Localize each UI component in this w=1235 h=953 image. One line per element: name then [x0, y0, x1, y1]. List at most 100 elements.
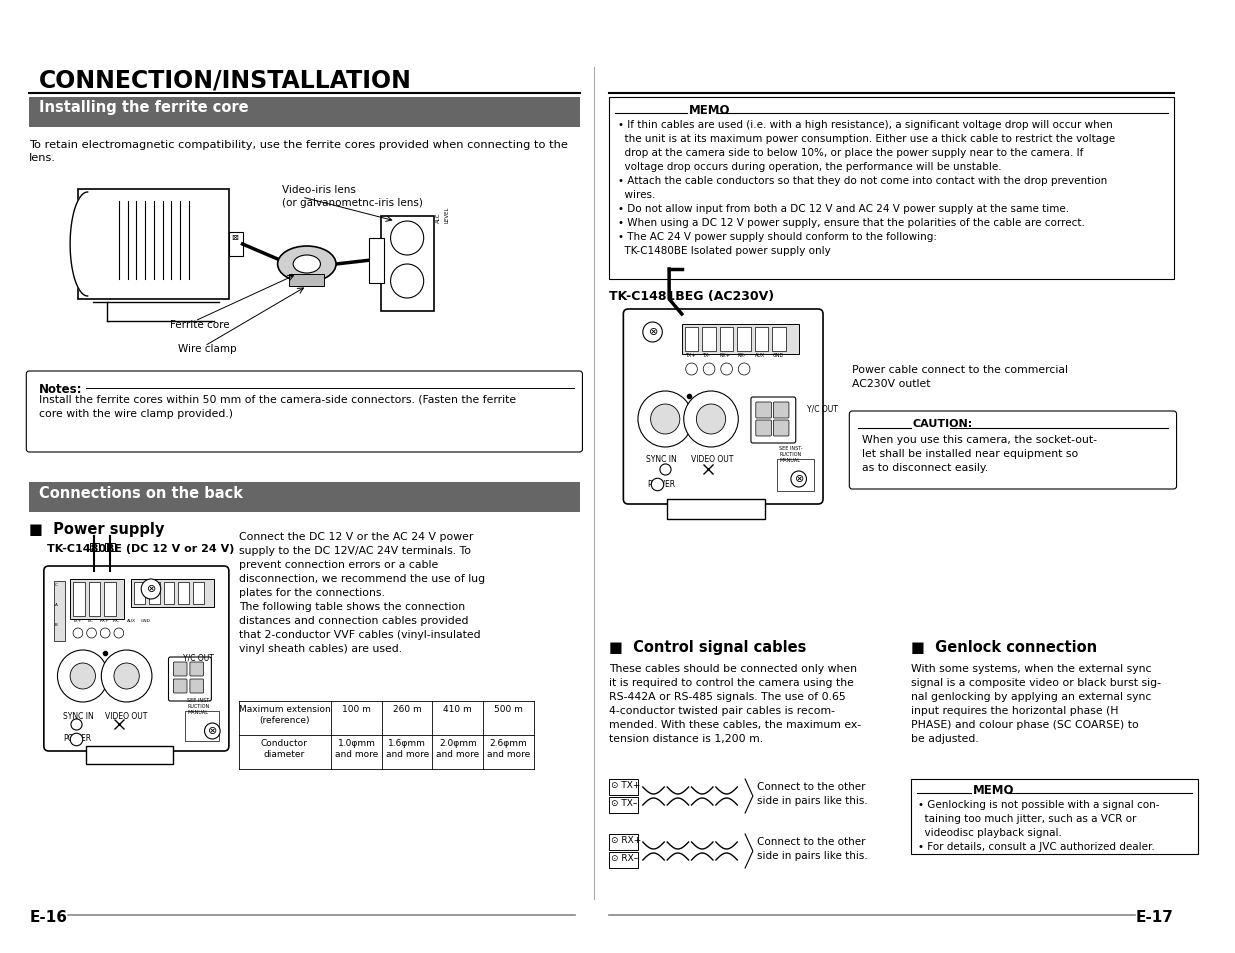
FancyBboxPatch shape [173, 679, 186, 693]
Circle shape [390, 265, 424, 298]
Text: ⊗: ⊗ [147, 583, 157, 594]
Text: Video-iris lens: Video-iris lens [283, 185, 357, 194]
Text: ■  Genlock connection: ■ Genlock connection [910, 639, 1097, 655]
Text: 2.0φmm
and more: 2.0φmm and more [436, 739, 479, 759]
FancyBboxPatch shape [53, 581, 65, 641]
Text: E-17: E-17 [1136, 909, 1173, 924]
Text: TK-C1481BEG (AC230V): TK-C1481BEG (AC230V) [609, 290, 774, 303]
Circle shape [651, 405, 679, 435]
Text: ⊗: ⊗ [795, 474, 804, 483]
Polygon shape [70, 193, 88, 296]
Text: 1.6φmm
and more: 1.6φmm and more [385, 739, 429, 759]
Circle shape [101, 650, 152, 702]
Circle shape [70, 663, 95, 689]
Circle shape [684, 392, 739, 448]
FancyBboxPatch shape [185, 711, 219, 741]
Circle shape [58, 650, 109, 702]
Text: ■  Control signal cables: ■ Control signal cables [609, 639, 806, 655]
Text: Maximum extension
(reference): Maximum extension (reference) [238, 704, 330, 724]
FancyBboxPatch shape [78, 190, 228, 299]
Text: Installing the ferrite core: Installing the ferrite core [40, 100, 248, 115]
Ellipse shape [293, 255, 320, 274]
FancyBboxPatch shape [609, 797, 638, 813]
Text: POWER: POWER [647, 479, 676, 489]
FancyBboxPatch shape [751, 397, 795, 443]
Text: TX-: TX- [703, 353, 710, 357]
Circle shape [100, 628, 110, 639]
FancyBboxPatch shape [178, 582, 189, 604]
Text: C: C [54, 582, 57, 586]
Circle shape [721, 364, 732, 375]
Text: SEE INST-
RUCTION
MANUAL: SEE INST- RUCTION MANUAL [186, 697, 210, 714]
FancyBboxPatch shape [104, 582, 116, 617]
Text: B: B [54, 622, 57, 626]
Text: RX+: RX+ [99, 618, 109, 622]
Circle shape [703, 364, 715, 375]
Text: GND: GND [772, 353, 784, 357]
FancyBboxPatch shape [380, 216, 435, 312]
Circle shape [643, 323, 662, 343]
Circle shape [73, 628, 83, 639]
Text: Connect the DC 12 V or the AC 24 V power
supply to the DC 12V/AC 24V terminals. : Connect the DC 12 V or the AC 24 V power… [238, 532, 485, 654]
Circle shape [790, 472, 806, 488]
FancyBboxPatch shape [190, 679, 204, 693]
Text: RX-: RX- [737, 353, 746, 357]
Text: MEMO: MEMO [973, 783, 1014, 796]
Text: GND: GND [141, 618, 151, 622]
FancyBboxPatch shape [289, 274, 325, 287]
Text: Y/C OUT: Y/C OUT [183, 654, 214, 662]
FancyBboxPatch shape [131, 579, 215, 607]
Text: Install the ferrite cores within 50 mm of the camera-side connectors. (Fasten th: Install the ferrite cores within 50 mm o… [40, 395, 516, 418]
FancyBboxPatch shape [173, 662, 186, 677]
Text: LEVEL: LEVEL [445, 206, 450, 223]
Ellipse shape [278, 247, 336, 283]
Text: With some systems, when the external sync
signal is a composite video or black b: With some systems, when the external syn… [910, 663, 1161, 743]
Text: CAUTION:: CAUTION: [913, 418, 973, 429]
Circle shape [141, 579, 161, 599]
FancyBboxPatch shape [168, 658, 211, 701]
Text: 260 m: 260 m [393, 704, 421, 713]
FancyBboxPatch shape [609, 98, 1173, 280]
Text: E-16: E-16 [30, 909, 67, 924]
FancyBboxPatch shape [193, 582, 204, 604]
FancyBboxPatch shape [910, 780, 1198, 854]
Text: SYNC IN: SYNC IN [63, 711, 94, 720]
FancyBboxPatch shape [30, 98, 579, 128]
FancyBboxPatch shape [703, 328, 716, 352]
Circle shape [739, 364, 750, 375]
Text: When you use this camera, the socket-out-
let shall be installed near equipment : When you use this camera, the socket-out… [862, 435, 1097, 473]
FancyBboxPatch shape [755, 328, 768, 352]
Text: Connect to the other
side in pairs like this.: Connect to the other side in pairs like … [757, 836, 867, 861]
Circle shape [638, 392, 693, 448]
FancyBboxPatch shape [70, 579, 124, 619]
FancyBboxPatch shape [773, 420, 789, 436]
Circle shape [390, 222, 424, 255]
Text: 410 m: 410 m [443, 704, 472, 713]
FancyBboxPatch shape [773, 402, 789, 418]
Text: Wire clamp: Wire clamp [178, 344, 237, 354]
Text: VIDEO OUT: VIDEO OUT [105, 711, 147, 720]
FancyBboxPatch shape [720, 328, 734, 352]
Circle shape [205, 723, 220, 740]
Text: ALC: ALC [436, 213, 441, 223]
FancyBboxPatch shape [190, 662, 204, 677]
Text: ⊙ TX–: ⊙ TX– [610, 799, 637, 807]
FancyBboxPatch shape [89, 582, 100, 617]
Text: TK-C1480BE (DC 12 V or 24 V): TK-C1480BE (DC 12 V or 24 V) [47, 543, 235, 554]
Text: MEMO: MEMO [689, 104, 730, 117]
Text: Y/C OUT: Y/C OUT [808, 405, 839, 414]
Text: To retain electromagnetic compatibility, use the ferrite cores provided when con: To retain electromagnetic compatibility,… [30, 140, 568, 163]
FancyBboxPatch shape [228, 233, 242, 256]
Text: TX-: TX- [85, 618, 93, 622]
Text: • Genlocking is not possible with a signal con-
  taining too much jitter, such : • Genlocking is not possible with a sign… [919, 800, 1160, 851]
Text: SYNC IN: SYNC IN [646, 455, 677, 463]
Text: ⊙ RX–: ⊙ RX– [610, 853, 638, 862]
Text: • If thin cables are used (i.e. with a high resistance), a significant voltage d: • If thin cables are used (i.e. with a h… [619, 120, 1115, 255]
Text: AUX: AUX [127, 618, 136, 622]
FancyBboxPatch shape [105, 543, 115, 552]
FancyBboxPatch shape [777, 459, 814, 492]
Text: ⊙ TX+: ⊙ TX+ [610, 781, 640, 789]
FancyBboxPatch shape [609, 780, 638, 795]
FancyBboxPatch shape [756, 420, 772, 436]
Circle shape [685, 364, 698, 375]
